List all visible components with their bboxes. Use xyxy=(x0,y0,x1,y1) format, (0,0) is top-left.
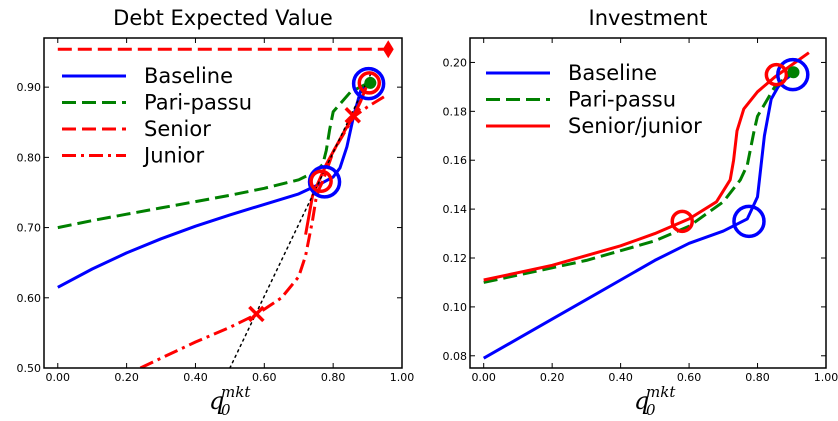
diamond-marker xyxy=(382,40,394,59)
x-tick-label: 0.60 xyxy=(252,371,277,384)
y-tick-label: 0.50 xyxy=(17,362,42,375)
x-marker xyxy=(344,106,362,124)
series-line-senior-junior xyxy=(483,51,810,282)
x-tick-label: 1.00 xyxy=(814,371,838,384)
y-tick-label: 0.10 xyxy=(443,301,468,314)
x-tick-label: 0.40 xyxy=(183,371,208,384)
y-tick-label: 0.08 xyxy=(443,350,468,363)
legend-label: Pari-passu xyxy=(568,88,676,112)
x-tick-label: 0.60 xyxy=(677,371,702,384)
y-tick-label: 0.70 xyxy=(17,222,42,235)
y-tick-label: 0.20 xyxy=(443,56,468,69)
series-line-baseline xyxy=(57,80,369,289)
x-axis-label-subscript: 0 xyxy=(646,401,656,419)
x-tick-label: 0.80 xyxy=(745,371,770,384)
legend-label: Baseline xyxy=(144,64,233,88)
legend-label: Senior/junior xyxy=(568,114,702,138)
circle-marker xyxy=(776,57,810,92)
circle-marker xyxy=(309,169,333,193)
x-axis-label-base: q xyxy=(634,387,649,415)
circle-marker xyxy=(351,66,386,101)
plot-frame xyxy=(469,37,827,369)
legend-label: Baseline xyxy=(568,61,657,85)
circle-marker xyxy=(732,204,766,239)
x-axis-label-superscript: mkt xyxy=(221,383,251,401)
y-tick-label: 0.12 xyxy=(443,252,468,265)
circle-marker xyxy=(357,71,382,95)
x-tick-label: 1.00 xyxy=(390,371,415,384)
x-tick-label: 0.80 xyxy=(321,371,346,384)
y-tick-label: 0.90 xyxy=(17,81,42,94)
panel-investment: Investment 0.00 0.20 0.40 0.60 0.80 1.00 0.08 0.… xyxy=(443,6,838,419)
legend-label: Pari-passu xyxy=(144,91,252,115)
legend-label: Junior xyxy=(142,144,204,168)
y-tick-label: 0.80 xyxy=(17,151,42,164)
circle-marker xyxy=(787,66,800,79)
circle-marker xyxy=(670,209,694,234)
x-axis-label-base: q xyxy=(209,387,224,415)
x-axis-label-superscript: mkt xyxy=(646,383,676,401)
circle-marker xyxy=(364,76,377,89)
chart-title: Investment xyxy=(589,6,708,30)
chart-title: Debt Expected Value xyxy=(113,6,333,30)
legend-label: Senior xyxy=(144,117,211,141)
x-marker xyxy=(248,305,265,323)
series-line-pari-passu xyxy=(483,68,797,284)
x-tick-label: 0.20 xyxy=(540,371,565,384)
panel-debt-expected-value: Debt Expected Value 0.00 0.20 0.40 0.60 0.80 1… xyxy=(17,6,415,419)
y-tick-label: 0.18 xyxy=(443,105,468,118)
y-tick-label: 0.16 xyxy=(443,154,468,167)
x-axis-label-subscript: 0 xyxy=(221,401,231,419)
x-tick-label: 0.00 xyxy=(46,371,71,384)
series-line-pari-passu xyxy=(57,80,372,230)
x-tick-label: 0.40 xyxy=(608,371,633,384)
plot-frame xyxy=(43,37,403,369)
x-tick-label: 0.00 xyxy=(471,371,496,384)
y-tick-label: 0.60 xyxy=(17,292,42,305)
x-tick-label: 0.20 xyxy=(114,371,139,384)
circle-marker xyxy=(764,62,789,87)
y-tick-label: 0.14 xyxy=(443,203,468,216)
